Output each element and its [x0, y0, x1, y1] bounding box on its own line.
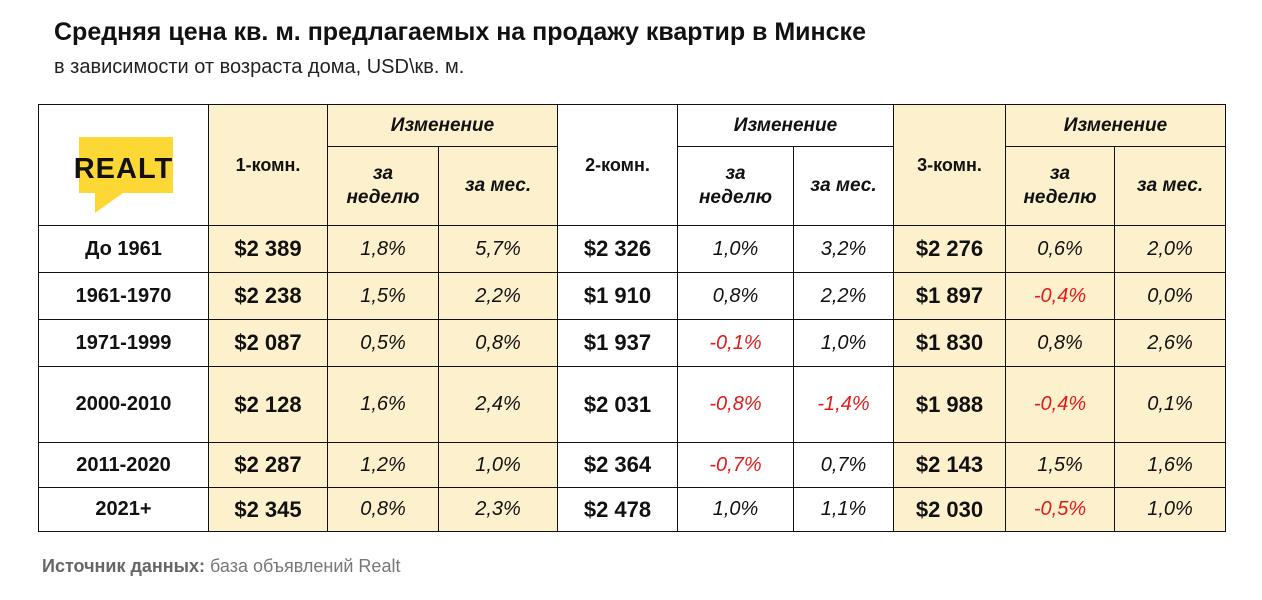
logo-text: REALT: [73, 153, 174, 185]
header-month-2: за мес.: [793, 146, 894, 226]
row-label: 2021+: [38, 487, 209, 532]
pct-cell: 0,8%: [677, 272, 794, 320]
pct-cell: 1,6%: [1114, 442, 1226, 488]
header-week-line1: за: [372, 163, 394, 184]
header-month-1: за мес.: [438, 146, 558, 226]
pct-cell: 2,0%: [1114, 225, 1226, 273]
price-cell: $1 910: [557, 272, 678, 320]
table-row: 2000-2010 $2 128 1,6% 2,4% $2 031 -0,8% …: [38, 366, 1226, 443]
table-row: 1961-1970 $2 238 1,5% 2,2% $1 910 0,8% 2…: [38, 272, 1226, 320]
pct-cell: 3,2%: [793, 225, 894, 273]
header-week-line1: за: [1049, 163, 1071, 184]
header-month-3: за мес.: [1114, 146, 1226, 226]
chart-subtitle: в зависимости от возраста дома, USD\кв. …: [54, 56, 465, 78]
price-cell: $2 276: [893, 225, 1006, 273]
chart-title: Средняя цена кв. м. предлагаемых на прод…: [54, 18, 866, 46]
pct-cell: 1,0%: [677, 225, 794, 273]
logo-shape-icon: [78, 137, 173, 213]
table-row: 2021+ $2 345 0,8% 2,3% $2 478 1,0% 1,1% …: [38, 487, 1226, 532]
price-table: REALT 1-комн. Изменение 2-комн. Изменени…: [38, 104, 1226, 532]
header-room1: 1-комн.: [208, 104, 328, 226]
source-note: Источник данных: база объявлений Realt: [42, 556, 400, 577]
pct-cell: 1,5%: [327, 272, 439, 320]
price-cell: $2 364: [557, 442, 678, 488]
price-cell: $2 128: [208, 366, 328, 443]
table-body: До 1961 $2 389 1,8% 5,7% $2 326 1,0% 3,2…: [38, 225, 1226, 532]
price-cell: $2 326: [557, 225, 678, 273]
price-cell: $2 238: [208, 272, 328, 320]
header-change-1: Изменение: [327, 104, 558, 147]
header-week-line2: неделю: [1023, 187, 1097, 208]
pct-cell: -0,4%: [1005, 272, 1115, 320]
header-change-3: Изменение: [1005, 104, 1226, 147]
header-week-3: за неделю: [1005, 146, 1115, 226]
pct-cell: 0,5%: [327, 319, 439, 367]
row-label: 1961-1970: [38, 272, 209, 320]
pct-cell: 0,8%: [1005, 319, 1115, 367]
pct-cell: 1,5%: [1005, 442, 1115, 488]
header-week-line2: неделю: [346, 187, 420, 208]
pct-cell: 1,0%: [677, 487, 794, 532]
pct-cell: 1,0%: [793, 319, 894, 367]
pct-cell: 5,7%: [438, 225, 558, 273]
table-row: До 1961 $2 389 1,8% 5,7% $2 326 1,0% 3,2…: [38, 225, 1226, 273]
pct-cell: 0,1%: [1114, 366, 1226, 443]
table-row: 1971-1999 $2 087 0,5% 0,8% $1 937 -0,1% …: [38, 319, 1226, 367]
row-label: 2011-2020: [38, 442, 209, 488]
pct-cell: -0,7%: [677, 442, 794, 488]
header-room2: 2-комн.: [557, 104, 678, 226]
pct-cell: 0,8%: [327, 487, 439, 532]
pct-cell: -1,4%: [793, 366, 894, 443]
header-week-1: за неделю: [327, 146, 439, 226]
pct-cell: -0,1%: [677, 319, 794, 367]
pct-cell: 0,8%: [438, 319, 558, 367]
pct-cell: 1,1%: [793, 487, 894, 532]
pct-cell: 2,6%: [1114, 319, 1226, 367]
price-cell: $2 087: [208, 319, 328, 367]
row-label: 1971-1999: [38, 319, 209, 367]
price-cell: $1 937: [557, 319, 678, 367]
pct-cell: 0,7%: [793, 442, 894, 488]
price-cell: $2 143: [893, 442, 1006, 488]
pct-cell: 2,2%: [438, 272, 558, 320]
header-week-2: за неделю: [677, 146, 794, 226]
header-week-line1: за: [725, 163, 746, 184]
price-cell: $2 478: [557, 487, 678, 532]
pct-cell: 2,4%: [438, 366, 558, 443]
header-change-2: Изменение: [677, 104, 894, 147]
pct-cell: 1,2%: [327, 442, 439, 488]
price-cell: $2 389: [208, 225, 328, 273]
price-cell: $1 830: [893, 319, 1006, 367]
pct-cell: 1,0%: [1114, 487, 1226, 532]
pct-cell: 1,6%: [327, 366, 439, 443]
logo-cell: REALT: [38, 104, 209, 226]
row-label: До 1961: [38, 225, 209, 273]
price-cell: $1 988: [893, 366, 1006, 443]
pct-cell: 2,3%: [438, 487, 558, 532]
price-cell: $2 030: [893, 487, 1006, 532]
price-cell: $2 287: [208, 442, 328, 488]
row-label: 2000-2010: [38, 366, 209, 443]
pct-cell: 2,2%: [793, 272, 894, 320]
pct-cell: -0,5%: [1005, 487, 1115, 532]
pct-cell: 0,0%: [1114, 272, 1226, 320]
realt-logo: REALT: [49, 115, 199, 215]
pct-cell: 1,0%: [438, 442, 558, 488]
table-row: 2011-2020 $2 287 1,2% 1,0% $2 364 -0,7% …: [38, 442, 1226, 488]
pct-cell: 0,6%: [1005, 225, 1115, 273]
price-cell: $1 897: [893, 272, 1006, 320]
header-room3: 3-комн.: [893, 104, 1006, 226]
source-label: Источник данных:: [42, 556, 206, 576]
header-week-line2: неделю: [698, 187, 773, 208]
source-text: база объявлений Realt: [205, 556, 401, 576]
price-cell: $2 345: [208, 487, 328, 532]
pct-cell: 1,8%: [327, 225, 439, 273]
price-cell: $2 031: [557, 366, 678, 443]
pct-cell: -0,4%: [1005, 366, 1115, 443]
pct-cell: -0,8%: [677, 366, 794, 443]
